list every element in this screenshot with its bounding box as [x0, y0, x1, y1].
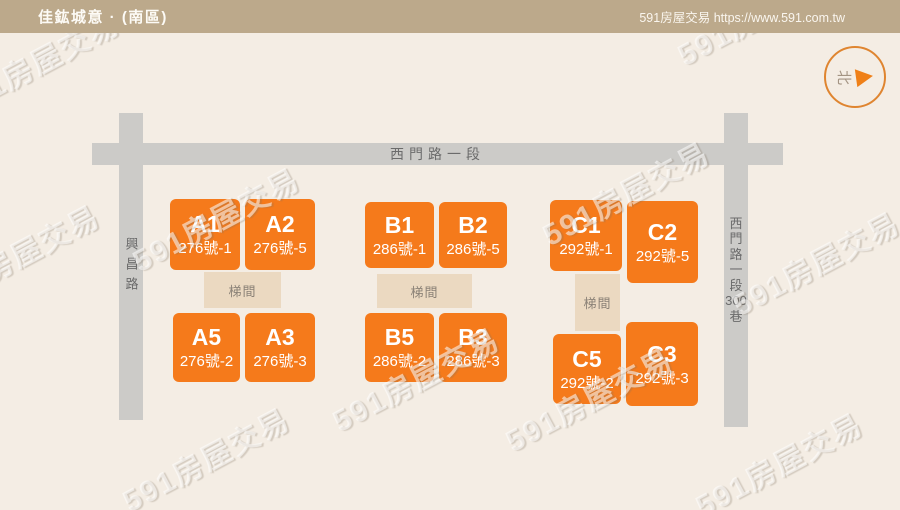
stairwell-label: 梯間	[410, 284, 439, 300]
building-id: B1	[384, 211, 415, 238]
north-arrow-icon	[854, 66, 875, 88]
building-address: 276號-1	[178, 240, 232, 257]
stairwell-block-c: 梯間	[575, 274, 620, 331]
building-address: 292號-2	[560, 374, 614, 392]
road-xingchang-rd: 興昌路	[119, 113, 143, 420]
building-block-b5[interactable]: B5 286號-2	[365, 313, 434, 382]
building-address: 292號-1	[559, 241, 613, 258]
building-address: 276號-2	[179, 353, 234, 370]
road-label-char: 門	[729, 231, 743, 247]
road-ximen-rd-sec1: 西門路一段	[92, 143, 783, 165]
road-label-char: 西	[729, 215, 743, 231]
building-block-a5[interactable]: A5 276號-2	[173, 313, 240, 382]
building-block-c3[interactable]: C3 292號-3	[626, 322, 698, 406]
road-label-char: 巷	[729, 308, 743, 324]
building-id: C1	[571, 212, 601, 238]
building-block-c1[interactable]: C1 292號-1	[550, 200, 622, 271]
site-url-label: 591房屋交易 https://www.591.com.tw	[639, 11, 845, 25]
road-label: 興昌路	[123, 236, 139, 297]
building-id: B5	[384, 324, 415, 350]
building-address: 292號-5	[635, 247, 690, 265]
building-block-b1[interactable]: B1 286號-1	[365, 202, 434, 268]
road-ximen-rd-lane300: 西 門 路 一 段 300 巷	[724, 113, 748, 427]
building-block-a2[interactable]: A2 276號-5	[245, 199, 315, 270]
watermark: 591房屋交易	[690, 408, 869, 510]
building-id: C2	[647, 218, 678, 245]
stairwell-block-b: 梯間	[377, 274, 472, 308]
road-label-char: 一	[729, 262, 743, 278]
watermark: 591房屋交易	[727, 207, 900, 323]
building-id: B3	[458, 324, 488, 350]
building-block-c5[interactable]: C5 292號-2	[553, 334, 621, 404]
building-id: A5	[191, 324, 222, 350]
building-address: 286號-1	[372, 240, 427, 258]
north-label: 北	[834, 69, 852, 85]
building-id: A2	[265, 211, 295, 237]
building-block-a3[interactable]: A3 276號-3	[245, 313, 315, 382]
building-address: 286號-5	[446, 240, 500, 258]
road-label-char: 路	[729, 246, 743, 262]
building-id: C3	[647, 340, 677, 367]
building-id: A3	[265, 324, 295, 350]
stairwell-block-a: 梯間	[204, 272, 281, 308]
building-block-b2[interactable]: B2 286號-5	[439, 202, 507, 268]
building-address: 276號-5	[253, 240, 307, 257]
page-title: 佳鈜城意 · (南區)	[38, 9, 168, 26]
watermark: 591房屋交易	[0, 200, 106, 316]
road-label: 西門路一段	[390, 146, 485, 162]
compass-north-indicator: 北	[824, 46, 886, 108]
building-block-a1[interactable]: A1 276號-1	[170, 199, 240, 270]
stairwell-label: 梯間	[228, 283, 257, 299]
header-bar: 佳鈜城意 · (南區) 591房屋交易 https://www.591.com.…	[0, 0, 900, 33]
building-address: 292號-3	[635, 369, 689, 387]
road-label-char: 段	[729, 277, 743, 293]
building-address: 276號-3	[253, 353, 307, 370]
building-block-c2[interactable]: C2 292號-5	[627, 201, 698, 283]
building-id: A1	[190, 211, 220, 237]
building-id: C5	[572, 345, 602, 372]
road-label-char: 300	[725, 293, 747, 309]
building-address: 286號-2	[372, 353, 427, 370]
building-address: 286號-3	[446, 353, 500, 370]
building-block-b3[interactable]: B3 286號-3	[439, 313, 507, 382]
stairwell-label: 梯間	[583, 296, 612, 311]
building-id: B2	[458, 211, 488, 238]
